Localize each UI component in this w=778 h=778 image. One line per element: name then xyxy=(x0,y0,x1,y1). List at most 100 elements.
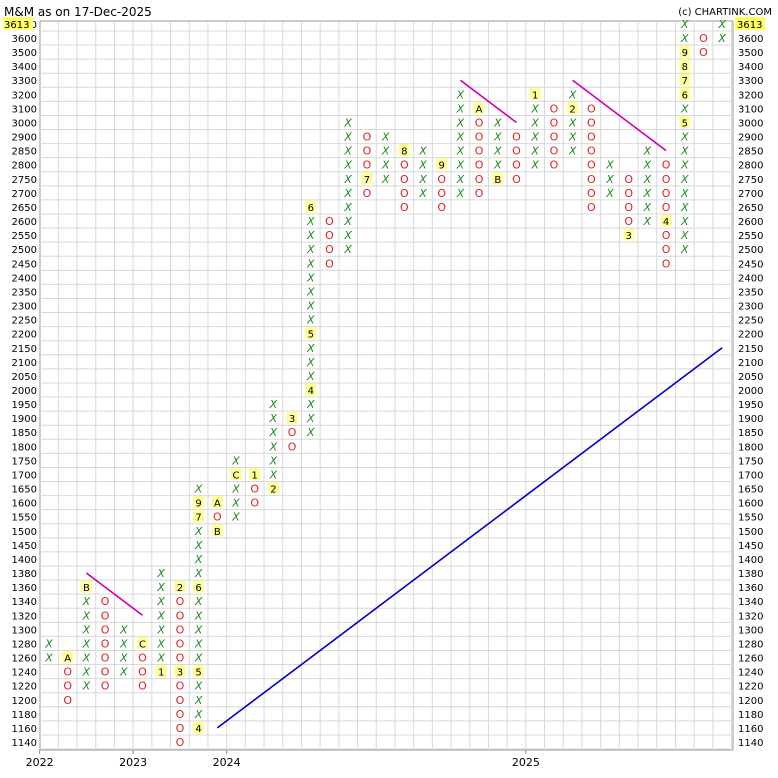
month-marker-bg xyxy=(679,87,691,100)
o-box: O xyxy=(101,666,110,679)
o-box: O xyxy=(63,680,72,693)
y-tick-left: 1450 xyxy=(12,541,37,552)
x-box: X xyxy=(82,666,91,679)
x-box: X xyxy=(269,454,278,467)
y-axis-right: 1140 1160 1180 1200 1220 1240 1260 1280 1300 1320… xyxy=(735,17,765,749)
y-tick-left: 2000 xyxy=(12,386,37,397)
o-box: O xyxy=(512,159,521,172)
grid xyxy=(39,20,734,751)
month-marker: 5 xyxy=(682,118,688,129)
x-box: X xyxy=(269,440,278,453)
month-marker-bg xyxy=(193,510,205,523)
month-marker-bg xyxy=(193,721,205,734)
x-box: X xyxy=(343,131,352,144)
o-box: O xyxy=(475,131,484,144)
y-tick-right: 1180 xyxy=(738,710,763,721)
o-box: O xyxy=(550,131,559,144)
x-box: X xyxy=(343,215,352,228)
month-marker: A xyxy=(476,104,483,115)
y-tick-left: 2800 xyxy=(12,161,37,172)
y-tick-left: 1280 xyxy=(12,639,37,650)
x-box: X xyxy=(530,145,539,158)
month-marker: 2 xyxy=(270,485,276,496)
y-tick-right: 1280 xyxy=(738,639,763,650)
y-tick-left: 1650 xyxy=(12,485,37,496)
o-box: O xyxy=(176,623,185,636)
o-box: O xyxy=(325,229,334,242)
x-box: X xyxy=(530,102,539,115)
month-marker-bg xyxy=(286,411,298,424)
o-box: O xyxy=(512,131,521,144)
o-box: O xyxy=(176,736,185,749)
month-marker: 2 xyxy=(177,583,183,594)
chart-title: M&M as on 17-Dec-2025 xyxy=(4,5,152,19)
o-box: O xyxy=(101,609,110,622)
y-tick-left: 1950 xyxy=(12,400,37,411)
month-marker: 7 xyxy=(682,76,688,87)
x-box: X xyxy=(194,567,203,580)
x-box: X xyxy=(82,637,91,650)
o-box: O xyxy=(101,680,110,693)
x-box: X xyxy=(381,131,390,144)
y-tick-left: 2700 xyxy=(12,189,37,200)
y-tick-right: 1320 xyxy=(738,611,763,622)
month-marker: 6 xyxy=(308,203,314,214)
x-box: X xyxy=(44,652,53,665)
x-box: X xyxy=(119,666,128,679)
y-tick-right: 2450 xyxy=(738,259,763,270)
y-tick-left: 1140 xyxy=(12,738,37,749)
y-tick-right: 1380 xyxy=(738,569,763,580)
y-tick-left: 1320 xyxy=(12,611,37,622)
month-marker: A xyxy=(64,654,71,665)
y-tick-right: 1750 xyxy=(738,456,763,467)
current-price-bg-right xyxy=(735,17,765,30)
o-box: O xyxy=(624,187,633,200)
x-box: X xyxy=(680,131,689,144)
o-box: O xyxy=(288,426,297,439)
x-box: X xyxy=(456,159,465,172)
x-box: X xyxy=(680,243,689,256)
y-tick-left: 3500 xyxy=(12,48,37,59)
y-tick-right: 2850 xyxy=(738,147,763,158)
o-box: O xyxy=(325,243,334,256)
y-tick-right: 1900 xyxy=(738,414,763,425)
x-box: X xyxy=(194,539,203,552)
x-box: X xyxy=(493,116,502,129)
y-tick-right: 2400 xyxy=(738,273,763,284)
month-marker: 3 xyxy=(289,414,295,425)
o-box: O xyxy=(475,187,484,200)
month-marker: 6 xyxy=(195,583,201,594)
y-tick-left: 3100 xyxy=(12,104,37,115)
x-box: X xyxy=(568,116,577,129)
o-box: O xyxy=(213,511,222,524)
month-marker: 4 xyxy=(308,386,314,397)
y-tick-left: 1400 xyxy=(12,555,37,566)
y-tick-right: 1450 xyxy=(738,541,763,552)
y-tick-right: 1700 xyxy=(738,470,763,481)
y-tick-right: 2150 xyxy=(738,344,763,355)
month-marker-bg xyxy=(305,383,317,396)
o-box: O xyxy=(587,173,596,186)
y-tick-right: 1650 xyxy=(738,485,763,496)
o-box: O xyxy=(400,173,409,186)
resistance-trendline xyxy=(459,79,517,124)
x-box: X xyxy=(269,426,278,439)
trendlines xyxy=(85,79,723,729)
y-tick-left: 1750 xyxy=(12,456,37,467)
month-marker-bg xyxy=(193,496,205,509)
x-box: X xyxy=(269,468,278,481)
resistance-trendline xyxy=(572,79,667,152)
month-marker-bg xyxy=(137,636,148,649)
x-box: X xyxy=(269,412,278,425)
x-box: X xyxy=(493,131,502,144)
y-tick-right: 2200 xyxy=(738,330,763,341)
month-marker-bg xyxy=(473,101,485,114)
x-box: X xyxy=(680,32,689,45)
x-box: X xyxy=(680,102,689,115)
o-box: O xyxy=(101,623,110,636)
y-tick-left: 2050 xyxy=(12,372,37,383)
o-box: O xyxy=(699,32,708,45)
o-box: O xyxy=(138,652,147,665)
current-price-left: 3613 xyxy=(4,20,29,31)
x-box: X xyxy=(643,187,652,200)
